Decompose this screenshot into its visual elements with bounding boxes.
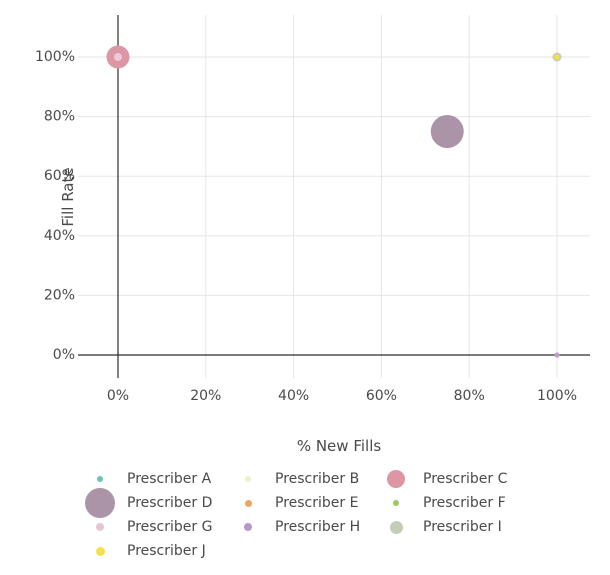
chart-legend: Prescriber A Prescriber B Prescriber C Pres…	[75, 467, 595, 563]
legend-item-prescriber-c[interactable]: Prescriber C	[371, 467, 561, 491]
x-tick-label: 100%	[537, 388, 577, 404]
bubble-prescriber-d[interactable]	[430, 115, 464, 148]
y-tick-label: 20%	[44, 287, 75, 303]
bubble-prescriber-h[interactable]	[554, 352, 560, 358]
legend-marker-box	[223, 523, 273, 531]
x-axis-title: % New Fills	[296, 437, 382, 455]
legend-marker-box	[371, 500, 421, 506]
legend-marker-box	[223, 499, 273, 507]
legend-marker-box	[75, 488, 125, 518]
legend-marker-box	[75, 523, 125, 531]
legend-marker-box	[223, 476, 273, 482]
legend-item-prescriber-h[interactable]: Prescriber H	[223, 515, 371, 539]
legend-marker-prescriber-g	[96, 523, 104, 531]
y-tick-label: 0%	[53, 347, 75, 363]
legend-item-prescriber-g[interactable]: Prescriber G	[75, 515, 223, 539]
x-tick-label: 60%	[366, 388, 397, 404]
x-tick-label: 0%	[107, 388, 129, 404]
bubble-prescriber-g[interactable]	[114, 53, 122, 61]
plot-area: 0% 20% 40% 60% 80% 100% 0% 20% 40% 60% 80% 100%	[35, 15, 590, 404]
legend-label-prescriber-a: Prescriber A	[127, 471, 212, 487]
legend-marker-box	[371, 520, 421, 534]
legend-item-prescriber-b[interactable]: Prescriber B	[223, 467, 371, 491]
legend-marker-box	[75, 546, 125, 556]
legend-label-prescriber-f: Prescriber F	[423, 495, 506, 511]
legend-label-prescriber-i: Prescriber I	[423, 519, 502, 535]
legend-marker-prescriber-f	[393, 500, 399, 506]
legend-label-prescriber-d: Prescriber D	[127, 495, 213, 511]
y-tick-label: 60%	[44, 168, 75, 184]
legend-marker-prescriber-d	[85, 488, 115, 518]
legend-marker-prescriber-b	[245, 476, 251, 482]
legend-label-prescriber-c: Prescriber C	[423, 471, 508, 487]
legend-marker-prescriber-i	[389, 520, 403, 534]
legend-item-prescriber-e[interactable]: Prescriber E	[223, 491, 371, 515]
legend-label-prescriber-b: Prescriber B	[275, 471, 360, 487]
legend-marker-box	[371, 470, 421, 488]
x-tick-label: 20%	[190, 388, 221, 404]
legend-item-prescriber-i[interactable]: Prescriber I	[371, 515, 561, 539]
legend-marker-prescriber-c	[387, 470, 405, 488]
legend-marker-prescriber-a	[97, 476, 103, 482]
legend-label-prescriber-e: Prescriber E	[275, 495, 359, 511]
legend-marker-prescriber-h	[244, 523, 252, 531]
y-tick-label: 80%	[44, 109, 75, 125]
legend-item-prescriber-j[interactable]: Prescriber J	[75, 539, 223, 563]
legend-label-prescriber-j: Prescriber J	[127, 543, 206, 559]
legend-item-prescriber-a[interactable]: Prescriber A	[75, 467, 223, 491]
x-tick-label: 80%	[454, 388, 485, 404]
legend-marker-prescriber-j	[95, 546, 105, 556]
bubble-prescriber-j[interactable]	[554, 54, 560, 60]
y-axis-title: Fill Rate	[59, 167, 77, 227]
x-tick-label: 40%	[278, 388, 309, 404]
legend-marker-box	[75, 476, 125, 482]
legend-label-prescriber-h: Prescriber H	[275, 519, 361, 535]
y-tick-label: 100%	[35, 49, 75, 65]
legend-marker-prescriber-e	[244, 499, 252, 507]
legend-item-prescriber-d[interactable]: Prescriber D	[75, 488, 223, 518]
legend-label-prescriber-g: Prescriber G	[127, 519, 213, 535]
legend-item-prescriber-f[interactable]: Prescriber F	[371, 491, 561, 515]
y-tick-label: 40%	[44, 228, 75, 244]
